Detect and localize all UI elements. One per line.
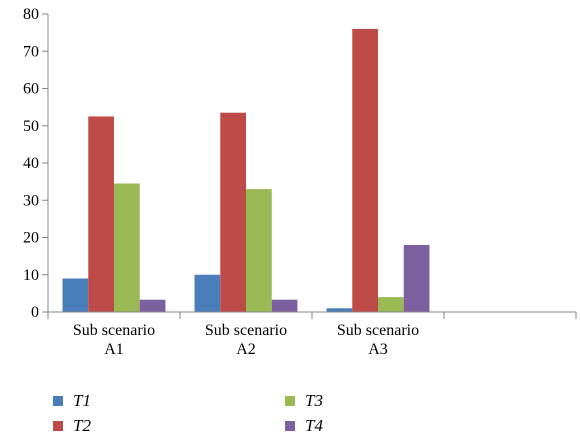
bar-t2-cat3 — [352, 28, 378, 313]
bar-t1-cat1 — [62, 278, 89, 312]
x-tick-label-2: Sub scenario A2 — [205, 322, 287, 358]
bar-t1-cat3 — [326, 308, 353, 312]
y-tick-label-1: 10 — [23, 267, 39, 284]
bar-t4-cat3 — [403, 244, 430, 312]
bar-t3-cat3 — [378, 297, 404, 312]
bar-t1-cat2 — [194, 274, 221, 312]
y-tick-label-7: 70 — [23, 43, 39, 60]
bar-t4-cat2 — [271, 299, 298, 312]
bar-t3-cat2 — [246, 189, 272, 312]
bar-t4-cat1 — [139, 299, 166, 312]
y-tick-label-8: 80 — [23, 6, 39, 23]
y-tick-label-0: 0 — [31, 304, 39, 321]
y-tick-label-2: 20 — [23, 230, 39, 247]
y-tick-label-4: 40 — [23, 155, 39, 172]
y-tick-label-6: 60 — [23, 81, 39, 98]
bar-t2-cat1 — [88, 116, 114, 312]
y-tick-label-5: 50 — [23, 118, 39, 135]
x-tick-label-1: Sub scenario A1 — [73, 322, 155, 358]
bar-t2-cat2 — [220, 112, 246, 313]
bar-t3-cat1 — [114, 183, 140, 312]
x-tick-label-3: Sub scenario A3 — [337, 322, 419, 358]
y-tick-label-3: 30 — [23, 192, 39, 209]
